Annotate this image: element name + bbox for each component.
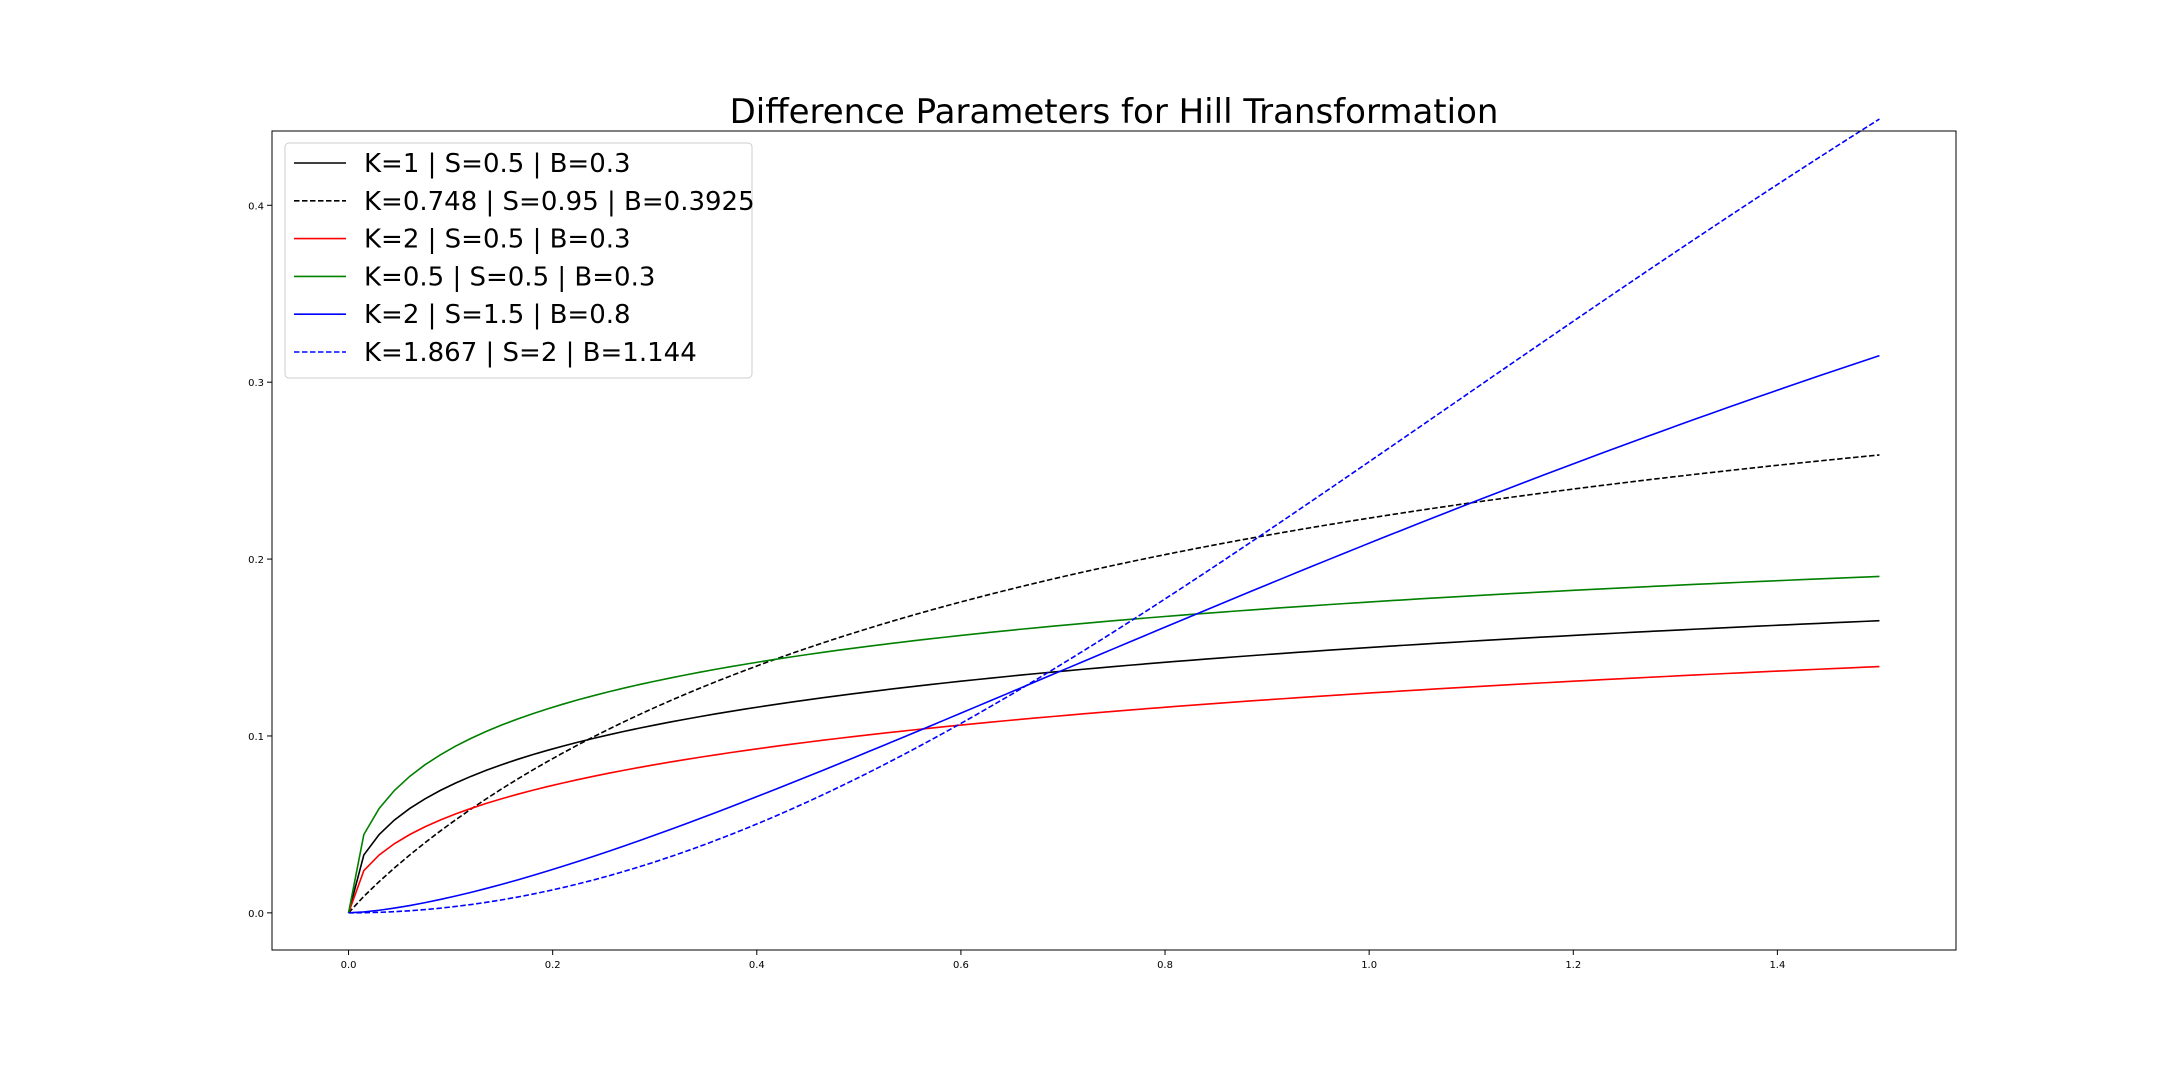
series-line-2 [347, 454, 1880, 914]
y-axis: 0.0 0.1 0.2 0.3 0.4 [248, 201, 272, 920]
y-tick-label: 0.3 [248, 378, 264, 389]
legend: K=1 | S=0.5 | B=0.3 K=0.748 | S=0.95 | B=… [284, 142, 755, 379]
x-tick-label: 0.0 [341, 960, 357, 971]
chart-title: Difference Parameters for Hill Transform… [730, 92, 1499, 132]
y-tick-label: 0.2 [248, 555, 264, 566]
y-tick-label: 0.0 [248, 909, 264, 920]
series-line-5 [348, 354, 1880, 914]
legend-label-2: K=0.748 | S=0.95 | B=0.3925 [364, 187, 755, 217]
legend-label-5: K=2 | S=1.5 | B=0.8 [364, 300, 631, 330]
x-tick-label: 1.2 [1565, 960, 1581, 971]
legend-label-6: K=1.867 | S=2 | B=1.144 [364, 338, 697, 368]
y-tick-label: 0.4 [248, 201, 264, 212]
series-line-1 [347, 619, 1880, 914]
x-axis: 0.0 0.2 0.4 0.6 0.8 1.0 1.2 1.4 [341, 950, 1785, 971]
x-tick-label: 0.4 [749, 960, 765, 971]
series-line-3 [347, 665, 1880, 914]
x-tick-label: 1.0 [1361, 960, 1377, 971]
legend-label-3: K=2 | S=0.5 | B=0.3 [364, 225, 631, 255]
x-tick-label: 0.2 [545, 960, 561, 971]
legend-label-4: K=0.5 | S=0.5 | B=0.3 [364, 262, 655, 292]
series-line-6 [348, 118, 1880, 914]
y-tick-label: 0.1 [248, 732, 264, 743]
x-tick-label: 0.6 [953, 960, 969, 971]
legend-label-1: K=1 | S=0.5 | B=0.3 [364, 149, 631, 179]
x-tick-label: 0.8 [1157, 960, 1173, 971]
x-tick-label: 1.4 [1769, 960, 1785, 971]
series-line-4 [347, 575, 1880, 914]
axes-frame [271, 130, 1957, 951]
legend-box [284, 142, 753, 379]
